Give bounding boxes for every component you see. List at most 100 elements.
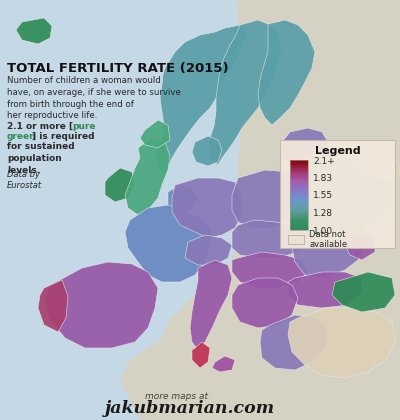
Bar: [290, 177, 308, 178]
Bar: [290, 163, 308, 164]
Bar: [290, 217, 308, 218]
Bar: [290, 229, 308, 230]
Bar: [290, 206, 308, 207]
Bar: [290, 214, 308, 215]
Polygon shape: [260, 315, 328, 370]
Bar: [290, 199, 308, 200]
Bar: [290, 191, 308, 192]
Bar: [290, 211, 308, 212]
Bar: [290, 163, 308, 164]
Bar: [290, 211, 308, 212]
Bar: [290, 220, 308, 222]
Text: 1.55: 1.55: [313, 192, 333, 200]
Text: for sustained
population
levels.: for sustained population levels.: [7, 142, 75, 175]
Bar: [290, 229, 308, 230]
Polygon shape: [352, 158, 400, 180]
Bar: [290, 208, 308, 209]
Bar: [290, 178, 308, 179]
Text: pure: pure: [72, 122, 96, 131]
Polygon shape: [185, 235, 232, 265]
Bar: [290, 175, 308, 176]
Bar: [290, 205, 308, 206]
Bar: [290, 226, 308, 227]
Bar: [290, 184, 308, 185]
Text: 1.83: 1.83: [313, 174, 333, 183]
Bar: [290, 207, 308, 208]
Bar: [290, 224, 308, 225]
Bar: [290, 215, 308, 216]
Bar: [290, 170, 308, 171]
Bar: [290, 205, 308, 206]
Bar: [290, 187, 308, 188]
Bar: [290, 228, 308, 229]
Bar: [290, 182, 308, 183]
Polygon shape: [192, 136, 222, 166]
Text: 1.28: 1.28: [313, 209, 333, 218]
Polygon shape: [120, 0, 400, 420]
Text: Data by
Eurostat: Data by Eurostat: [7, 170, 42, 190]
Bar: [290, 188, 308, 189]
Bar: [290, 169, 308, 170]
Bar: [290, 227, 308, 228]
Bar: [290, 225, 308, 226]
Bar: [290, 210, 308, 211]
Polygon shape: [232, 278, 298, 328]
Bar: [290, 162, 308, 163]
Bar: [290, 179, 308, 180]
Text: Legend: Legend: [315, 146, 360, 156]
Bar: [290, 217, 308, 218]
Bar: [290, 160, 308, 161]
Polygon shape: [192, 342, 210, 368]
Polygon shape: [232, 252, 308, 288]
Polygon shape: [125, 205, 212, 282]
Bar: [290, 218, 308, 219]
Bar: [290, 223, 308, 224]
Polygon shape: [212, 356, 235, 372]
Text: ] is required: ] is required: [32, 132, 94, 141]
Text: TOTAL FERTILITY RATE (2015): TOTAL FERTILITY RATE (2015): [7, 62, 229, 75]
Polygon shape: [298, 168, 395, 240]
Bar: [290, 197, 308, 198]
Text: green: green: [7, 132, 37, 141]
Bar: [290, 174, 308, 175]
Bar: [290, 219, 308, 220]
Bar: [290, 167, 308, 168]
Bar: [290, 160, 308, 230]
Polygon shape: [155, 25, 248, 176]
Polygon shape: [125, 138, 170, 215]
Bar: [290, 184, 308, 185]
Bar: [290, 160, 308, 161]
Bar: [290, 198, 308, 199]
Text: 1.00: 1.00: [313, 226, 333, 236]
Bar: [290, 218, 308, 219]
Bar: [290, 193, 308, 194]
Bar: [290, 180, 308, 181]
Polygon shape: [208, 20, 282, 165]
Bar: [290, 216, 308, 217]
Bar: [290, 201, 308, 202]
Text: 2.1 or more [: 2.1 or more [: [7, 122, 73, 131]
Bar: [290, 192, 308, 193]
Bar: [290, 196, 308, 197]
Bar: [290, 195, 308, 196]
Bar: [290, 181, 308, 182]
Bar: [290, 194, 308, 195]
Bar: [290, 214, 308, 215]
Polygon shape: [172, 178, 242, 238]
Text: jakubmarian.com: jakubmarian.com: [105, 400, 275, 417]
Bar: [290, 175, 308, 176]
Text: 2.1+: 2.1+: [313, 157, 335, 165]
Bar: [290, 197, 308, 198]
Polygon shape: [44, 262, 158, 348]
Bar: [290, 168, 308, 169]
Polygon shape: [280, 128, 328, 168]
Bar: [290, 190, 308, 191]
Bar: [290, 189, 308, 190]
Bar: [290, 209, 308, 210]
Polygon shape: [345, 232, 375, 260]
Polygon shape: [190, 260, 232, 350]
Polygon shape: [232, 220, 308, 258]
Bar: [290, 173, 308, 174]
Bar: [290, 220, 308, 221]
Bar: [290, 169, 308, 170]
